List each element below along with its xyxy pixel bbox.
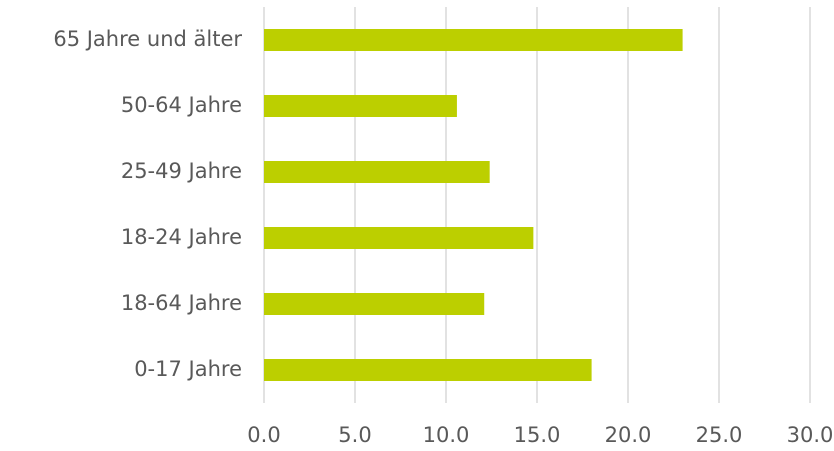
bar bbox=[264, 227, 534, 249]
x-tick-label: 0.0 bbox=[247, 423, 280, 447]
y-tick-label: 65 Jahre und älter bbox=[53, 27, 242, 51]
x-tick-label: 25.0 bbox=[696, 423, 743, 447]
y-tick-label: 18-64 Jahre bbox=[121, 291, 242, 315]
x-tick-label: 30.0 bbox=[787, 423, 834, 447]
x-tick-label: 5.0 bbox=[338, 423, 371, 447]
bar bbox=[264, 29, 683, 51]
bar bbox=[264, 95, 457, 117]
bar bbox=[264, 293, 485, 315]
x-tick-label: 20.0 bbox=[605, 423, 652, 447]
x-tick-label: 15.0 bbox=[514, 423, 561, 447]
y-tick-label: 18-24 Jahre bbox=[121, 225, 242, 249]
x-tick-label: 10.0 bbox=[423, 423, 470, 447]
y-tick-label: 50-64 Jahre bbox=[121, 93, 242, 117]
y-tick-label: 25-49 Jahre bbox=[121, 159, 242, 183]
bar bbox=[264, 359, 592, 381]
y-tick-label: 0-17 Jahre bbox=[134, 357, 242, 381]
bar bbox=[264, 161, 490, 183]
